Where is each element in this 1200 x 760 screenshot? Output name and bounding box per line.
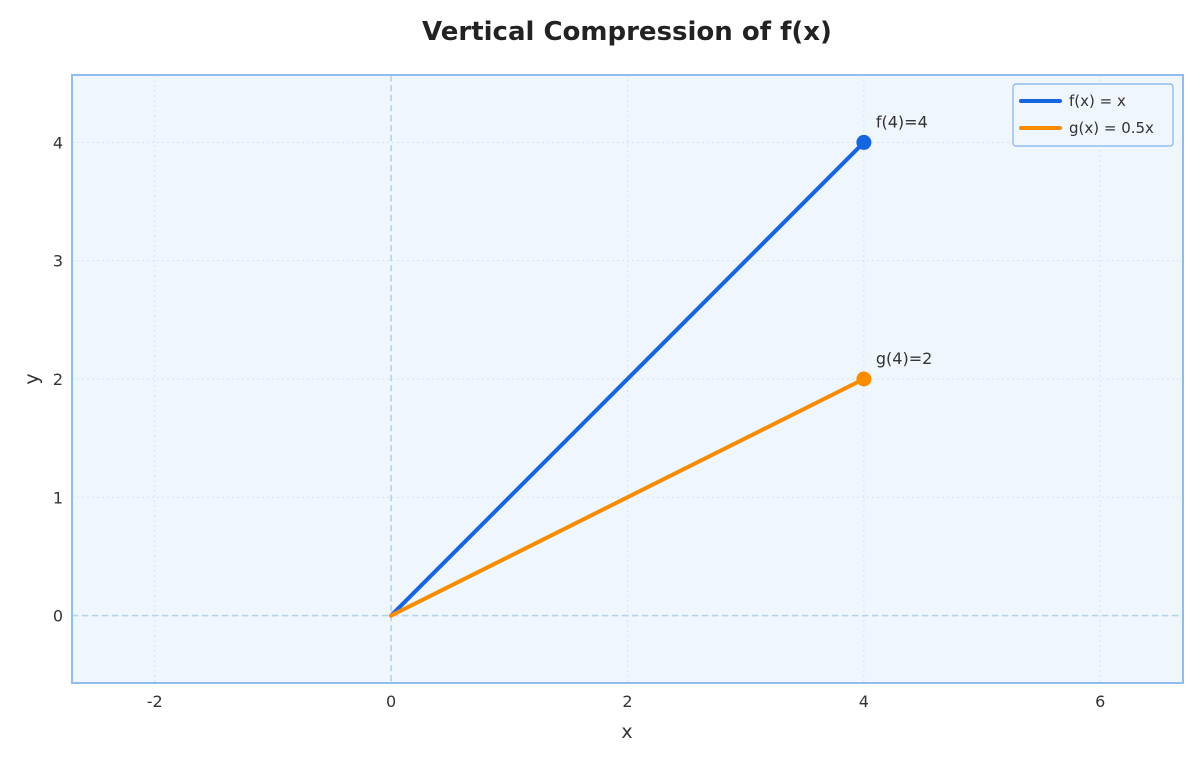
x-tick-label: 6 (1095, 692, 1105, 711)
y-tick-label: 2 (53, 370, 63, 389)
plot-frame (71, 74, 1184, 684)
x-axis-label: x (621, 721, 632, 743)
series-line-2 (389, 377, 866, 618)
y-tick-label: 0 (53, 607, 63, 626)
x-tick-label: -2 (147, 692, 163, 711)
x-tick-label: 2 (622, 692, 632, 711)
chart-title: Vertical Compression of f(x) (422, 17, 832, 47)
x-tick-label: 0 (386, 692, 396, 711)
legend-entry-1: f(x) = x (1069, 92, 1126, 110)
x-tick-label: 4 (859, 692, 869, 711)
point-annotation-2: g(4)=2 (876, 349, 932, 368)
y-axis-label: y (21, 373, 43, 384)
series-line-1 (389, 140, 866, 618)
point-annotation-1: f(4)=4 (876, 112, 928, 131)
data-point-2 (856, 371, 872, 387)
reference-lines (72, 75, 1183, 683)
y-tick-label: 3 (53, 252, 63, 271)
y-tick-label: 1 (53, 488, 63, 507)
legend: f(x) = x g(x) = 0.5x (1012, 83, 1174, 147)
series-group (389, 140, 866, 618)
tick-labels: -2 0 2 4 6 0 1 2 3 4 (53, 133, 1106, 711)
y-tick-label: 4 (53, 133, 63, 152)
highlight-points: f(4)=4 g(4)=2 (856, 112, 932, 387)
legend-entry-2: g(x) = 0.5x (1069, 119, 1154, 137)
data-point-1 (856, 134, 872, 150)
